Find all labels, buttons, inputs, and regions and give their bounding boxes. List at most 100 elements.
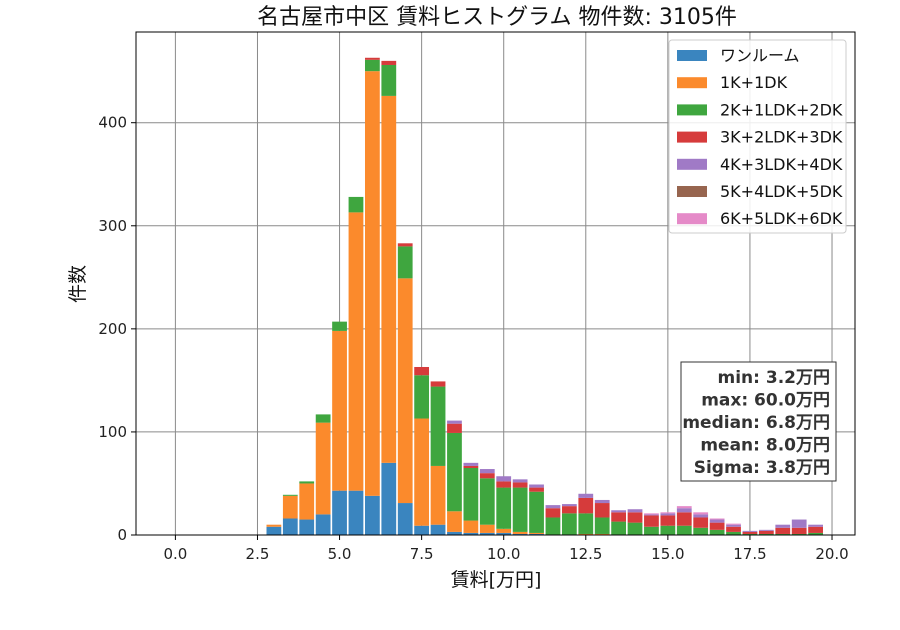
x-tick-label-5: 12.5 (569, 545, 602, 563)
bar-series-0-bin-7 (381, 462, 397, 535)
bar-series-4-bin-26 (693, 514, 709, 518)
bar-series-0-bin-15 (512, 533, 528, 535)
stats-line-2: median: 6.8万円 (682, 413, 830, 433)
x-axis-label: 賃料[万円] (451, 569, 542, 591)
bar-series-2-bin-30 (758, 533, 774, 535)
bar-series-3-bin-25 (676, 512, 692, 526)
bar-series-4-bin-15 (512, 479, 528, 483)
bar-series-2-bin-18 (561, 513, 577, 535)
legend-swatch-2 (677, 104, 707, 116)
bar-series-1-bin-7 (381, 95, 397, 463)
bar-series-0-bin-13 (479, 532, 495, 535)
bar-series-0-bin-11 (447, 531, 462, 535)
bar-series-1-bin-10 (430, 465, 446, 525)
bar-series-3-bin-33 (808, 526, 823, 533)
bar-series-2-bin-6 (364, 59, 380, 72)
bar-series-6-bin-26 (693, 512, 709, 515)
bar-series-2-bin-7 (381, 64, 397, 96)
bar-series-2-bin-21 (611, 521, 627, 535)
bar-series-2-bin-28 (726, 531, 741, 535)
legend-label-6: 6K+5LDK+6DK (720, 209, 843, 228)
bar-series-3-bin-28 (726, 526, 741, 532)
bar-series-6-bin-28 (726, 523, 741, 525)
legend: ワンルーム 1K+1DK 2K+1LDK+2DK 3K+2LDK+3DK 4K+3LDK… (668, 39, 847, 234)
bar-series-4-bin-20 (594, 499, 610, 504)
bar-series-1-bin-9 (414, 418, 430, 526)
bar-series-1-bin-19 (578, 533, 594, 535)
bar-series-2-bin-23 (644, 526, 659, 535)
bar-series-2-bin-5 (348, 196, 364, 213)
bar-series-4-bin-29 (742, 530, 758, 532)
bar-series-2-bin-11 (447, 432, 462, 512)
bar-series-1-bin-5 (348, 212, 364, 491)
bar-series-2-bin-31 (775, 533, 791, 535)
bar-series-4-bin-28 (726, 524, 741, 527)
bar-series-2-bin-1 (282, 494, 298, 496)
y-tick-label-4: 400 (98, 114, 127, 132)
axis-ticks: 0.0 2.5 5.0 7.5 10.0 12.5 15.0 17.5 20.0 0 100 200 3… (98, 114, 848, 563)
bar-series-4-bin-27 (709, 519, 725, 523)
bar-series-2-bin-2 (299, 481, 315, 484)
legend-label-2: 2K+1LDK+2DK (720, 100, 843, 119)
bar-series-0-bin-5 (348, 490, 364, 535)
bar-series-1-bin-4 (332, 330, 347, 491)
legend-frame (668, 39, 847, 234)
bar-series-1-bin-16 (529, 532, 544, 534)
y-tick-label-3: 300 (98, 217, 127, 235)
stats-line-0: min: 3.2万円 (718, 368, 830, 388)
bar-series-4-bin-21 (611, 510, 627, 513)
bar-series-2-bin-12 (463, 468, 479, 521)
x-tick-label-3: 7.5 (410, 545, 434, 563)
bar-series-2-bin-27 (709, 529, 725, 535)
bar-series-3-bin-15 (512, 482, 528, 488)
y-axis-label: 件数 (67, 265, 89, 303)
bar-series-0-bin-2 (299, 519, 315, 535)
bar-series-3-bin-27 (709, 522, 725, 530)
bar-series-3-bin-17 (545, 508, 561, 518)
bar-series-4-bin-16 (529, 484, 544, 488)
bar-series-3-bin-21 (611, 512, 627, 522)
legend-swatch-0 (677, 50, 707, 61)
bar-series-2-bin-8 (397, 246, 413, 279)
bar-series-4-bin-25 (676, 508, 692, 513)
bar-series-4-bin-32 (791, 519, 807, 528)
bar-series-4-bin-11 (447, 420, 462, 424)
bar-series-3-bin-30 (758, 530, 774, 534)
bar-series-1-bin-6 (364, 71, 380, 496)
histogram-bars (266, 57, 823, 535)
bar-series-1-bin-13 (479, 524, 495, 533)
x-tick-label-2: 5.0 (328, 545, 352, 563)
bar-series-1-bin-15 (512, 531, 528, 534)
bar-series-0-bin-10 (430, 524, 446, 535)
bar-series-2-bin-29 (742, 533, 758, 535)
bar-series-2-bin-22 (627, 522, 643, 535)
bar-series-1-bin-3 (315, 422, 331, 515)
stats-line-4: Sigma: 3.8万円 (694, 458, 830, 478)
bar-series-3-bin-10 (430, 381, 446, 387)
bar-series-2-bin-20 (594, 517, 610, 534)
bar-series-1-bin-2 (299, 483, 315, 520)
bar-series-3-bin-13 (479, 473, 495, 479)
bar-series-3-bin-26 (693, 517, 709, 528)
bar-series-0-bin-16 (529, 533, 544, 535)
bar-series-2-bin-33 (808, 532, 823, 535)
stats-line-1: max: 60.0万円 (701, 391, 830, 411)
bar-series-0-bin-14 (496, 532, 512, 535)
bar-series-3-bin-6 (364, 57, 380, 60)
bar-series-4-bin-30 (758, 529, 774, 531)
bar-series-3-bin-18 (561, 506, 577, 514)
x-tick-label-8: 20.0 (815, 545, 848, 563)
y-tick-label-0: 0 (117, 526, 127, 544)
bar-series-2-bin-4 (332, 321, 347, 331)
bar-series-1-bin-14 (496, 528, 512, 533)
bar-series-0-bin-0 (266, 526, 282, 535)
bar-series-1-bin-1 (282, 495, 298, 519)
legend-swatch-3 (677, 131, 707, 143)
bar-series-3-bin-29 (742, 531, 758, 534)
bar-series-6-bin-23 (644, 513, 659, 515)
stats-line-3: mean: 8.0万円 (700, 436, 830, 456)
bar-series-2-bin-3 (315, 414, 331, 423)
legend-swatch-6 (677, 213, 707, 225)
